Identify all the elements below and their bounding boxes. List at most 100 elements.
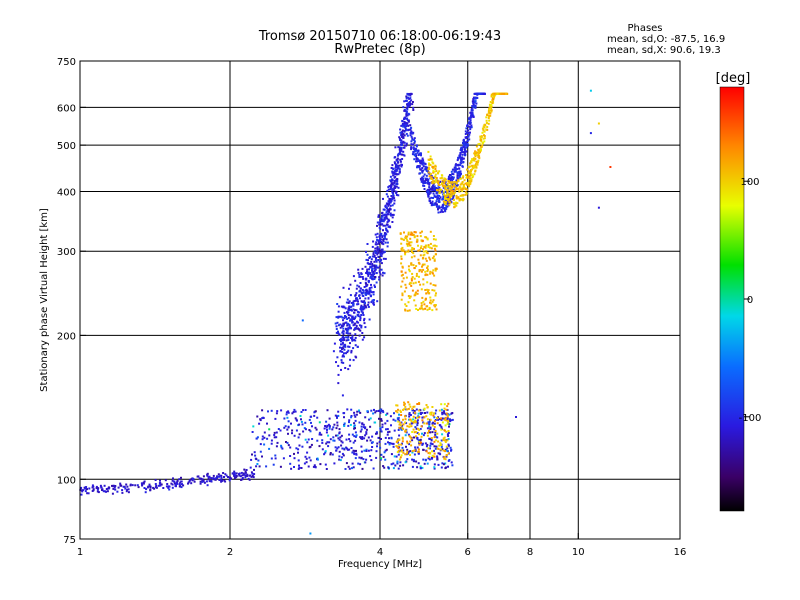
data-point [440,445,443,448]
data-point [467,170,470,173]
data-point [449,174,451,176]
data-point [474,169,477,172]
data-point [410,262,413,265]
data-point [436,436,439,439]
data-point [418,275,420,278]
data-point [441,184,444,187]
data-point [459,174,461,177]
data-point [470,111,472,114]
data-point [338,458,341,461]
data-point [429,270,432,273]
data-point [308,429,311,431]
data-point [298,433,301,436]
data-point [410,93,413,95]
data-point [365,289,368,292]
data-point [366,272,369,275]
data-point [250,475,253,478]
data-point [400,454,403,457]
data-point [362,426,365,429]
data-point [437,172,439,175]
data-point [336,356,339,359]
data-point [353,323,356,326]
data-point [399,232,402,235]
data-point [347,302,350,304]
data-point [456,172,459,175]
data-point [381,218,384,221]
data-point [416,289,419,292]
data-point [413,410,416,412]
data-point [378,226,381,229]
data-point [144,491,147,494]
data-point [290,467,293,470]
data-point [459,157,462,160]
data-point [453,183,456,186]
data-point [446,439,449,442]
data-point [488,119,491,122]
data-point [114,488,117,491]
data-point [416,160,418,163]
data-point [372,252,375,255]
data-point [252,425,255,428]
data-point [438,206,441,209]
data-point [464,188,467,191]
data-point [421,265,423,268]
data-point [421,176,424,179]
data-point [389,200,392,203]
data-point [397,194,400,197]
data-point [395,164,397,167]
data-point [367,436,370,439]
data-point [438,188,441,191]
data-point [392,194,395,197]
data-point [378,247,381,250]
data-point [351,321,354,324]
data-point [376,239,379,241]
data-point [440,418,443,421]
data-point [435,192,438,195]
data-point [400,443,403,446]
data-point [285,441,287,443]
data-point [497,92,500,95]
data-point [380,268,383,271]
data-point [404,271,407,274]
data-point [398,413,400,416]
data-point [245,469,248,471]
data-point [188,480,191,483]
data-point [341,325,344,328]
data-point [399,131,402,134]
data-point [422,177,424,180]
data-point [355,453,358,456]
data-point [294,417,297,420]
data-point [349,336,352,339]
data-point [406,408,409,411]
data-point [421,296,424,299]
data-point [241,477,244,479]
data-point [423,246,426,248]
data-point [310,415,313,418]
data-point [396,404,399,407]
data-point [413,405,416,408]
data-point [448,203,451,206]
data-point [463,144,466,147]
data-point [408,297,411,299]
data-point [343,416,345,419]
data-point [369,256,372,259]
data-point [381,236,384,239]
data-point [406,450,409,453]
data-point [431,424,434,427]
data-point [274,454,277,457]
data-point [395,193,398,196]
data-point [95,485,98,488]
data-point [436,432,439,435]
data-point [425,259,428,262]
data-point [409,450,412,453]
data-point [383,250,386,253]
data-point [411,103,414,106]
data-point [345,336,348,339]
data-point [477,155,480,158]
data-point [338,438,341,441]
data-point [373,255,376,258]
data-point [379,411,382,414]
data-point [308,456,311,459]
data-point [457,187,460,190]
data-point [335,361,337,364]
